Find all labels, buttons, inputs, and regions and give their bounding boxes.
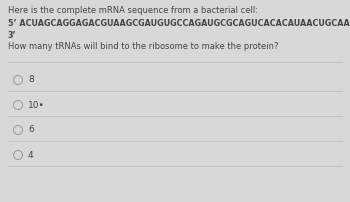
- Text: 4: 4: [28, 150, 34, 160]
- Text: How many tRNAs will bind to the ribosome to make the protein?: How many tRNAs will bind to the ribosome…: [8, 42, 279, 51]
- Text: Here is the complete mRNA sequence from a bacterial cell:: Here is the complete mRNA sequence from …: [8, 6, 258, 15]
- Text: 10•: 10•: [28, 101, 45, 109]
- Text: 6: 6: [28, 125, 34, 135]
- Text: 8: 8: [28, 76, 34, 84]
- Text: 5’ ACUAGCAGGAGACGUAAGCGAUGUGCCAGAUGCGCAGUCACACAUAACUGCAAG: 5’ ACUAGCAGGAGACGUAAGCGAUGUGCCAGAUGCGCAG…: [8, 19, 350, 28]
- Text: 3’: 3’: [8, 31, 17, 40]
